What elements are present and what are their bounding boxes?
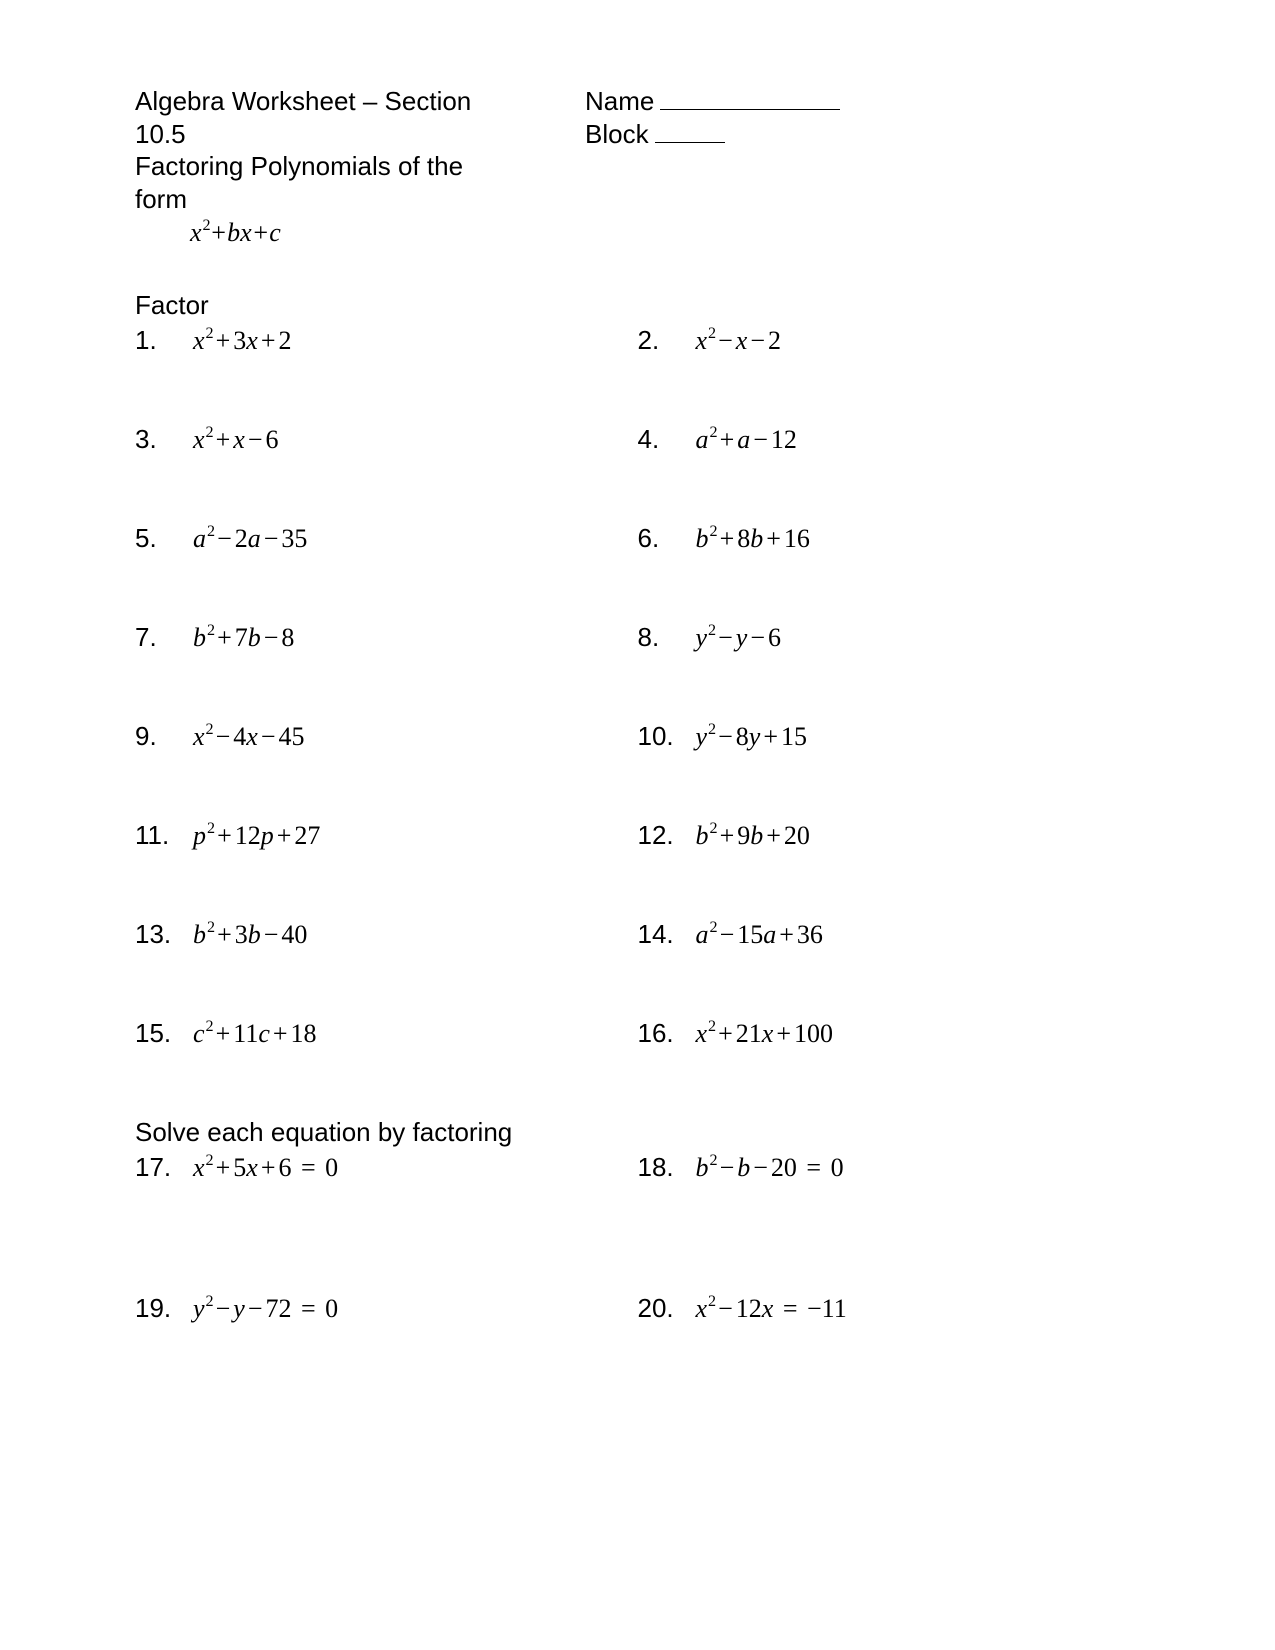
problem: 15.c2+11c+18 xyxy=(135,1018,638,1049)
problem-number: 1. xyxy=(135,325,193,356)
name-field: Name xyxy=(585,85,1140,118)
problem-number: 16. xyxy=(638,1018,696,1049)
problem-number: 7. xyxy=(135,622,193,653)
problem-expression: x2−12x = −11 xyxy=(696,1294,847,1324)
problem-expression: b2+7b−8 xyxy=(193,623,294,653)
problem-number: 14. xyxy=(638,919,696,950)
name-block: Name Block xyxy=(585,85,1140,250)
section-2-problems: 17.x2+5x+6 = 018.b2−b−20 = 019.y2−y−72 =… xyxy=(135,1152,1140,1324)
problem: 16.x2+21x+100 xyxy=(638,1018,1141,1049)
problem-expression: b2−b−20 = 0 xyxy=(696,1153,844,1183)
problem-number: 15. xyxy=(135,1018,193,1049)
problem: 11.p2+12p+27 xyxy=(135,820,638,851)
problem-number: 11. xyxy=(135,820,193,851)
problem: 10.y2−8y+15 xyxy=(638,721,1141,752)
section-2-heading: Solve each equation by factoring xyxy=(135,1117,1140,1148)
problem: 6.b2+8b+16 xyxy=(638,523,1141,554)
block-field: Block xyxy=(585,118,1140,151)
problem: 4.a2+a−12 xyxy=(638,424,1141,455)
problem-expression: x2+5x+6 = 0 xyxy=(193,1153,338,1183)
problem: 8.y2−y−6 xyxy=(638,622,1141,653)
problem-expression: p2+12p+27 xyxy=(193,821,320,851)
problem-expression: b2+3b−40 xyxy=(193,920,307,950)
problem-number: 5. xyxy=(135,523,193,554)
title-line-2: Factoring Polynomials of the form xyxy=(135,150,515,215)
problem: 13.b2+3b−40 xyxy=(135,919,638,950)
title-block: Algebra Worksheet – Section 10.5 Factori… xyxy=(135,85,515,250)
problem-number: 6. xyxy=(638,523,696,554)
problem-expression: x2−x−2 xyxy=(696,326,782,356)
problem-number: 17. xyxy=(135,1152,193,1183)
problem: 20.x2−12x = −11 xyxy=(638,1293,1141,1324)
problem: 12.b2+9b+20 xyxy=(638,820,1141,851)
block-blank[interactable] xyxy=(655,142,725,143)
problem-expression: y2−8y+15 xyxy=(696,722,808,752)
problem-expression: b2+9b+20 xyxy=(696,821,810,851)
section-1-heading: Factor xyxy=(135,290,1140,321)
problem-expression: y2−y−6 xyxy=(696,623,782,653)
name-blank[interactable] xyxy=(660,109,840,110)
problem-expression: a2−15a+36 xyxy=(696,920,823,950)
problem: 18.b2−b−20 = 0 xyxy=(638,1152,1141,1183)
problem: 1.x2+3x+2 xyxy=(135,325,638,356)
problem-number: 12. xyxy=(638,820,696,851)
problem: 14.a2−15a+36 xyxy=(638,919,1141,950)
problem-number: 20. xyxy=(638,1293,696,1324)
title-line-1: Algebra Worksheet – Section 10.5 xyxy=(135,85,515,150)
problem-expression: x2+x−6 xyxy=(193,425,279,455)
problem: 19.y2−y−72 = 0 xyxy=(135,1293,638,1324)
problem-number: 2. xyxy=(638,325,696,356)
problem-number: 4. xyxy=(638,424,696,455)
problem-number: 3. xyxy=(135,424,193,455)
problem-expression: x2−4x−45 xyxy=(193,722,305,752)
problem-expression: c2+11c+18 xyxy=(193,1019,317,1049)
problem-expression: a2+a−12 xyxy=(696,425,797,455)
section-1-problems: 1.x2+3x+22.x2−x−23.x2+x−64.a2+a−125.a2−2… xyxy=(135,325,1140,1049)
problem: 3.x2+x−6 xyxy=(135,424,638,455)
problem-number: 10. xyxy=(638,721,696,752)
problem-expression: y2−y−72 = 0 xyxy=(193,1294,338,1324)
problem-expression: x2+21x+100 xyxy=(696,1019,834,1049)
problem: 9.x2−4x−45 xyxy=(135,721,638,752)
problem-expression: x2+3x+2 xyxy=(193,326,292,356)
problem: 17.x2+5x+6 = 0 xyxy=(135,1152,638,1183)
problem: 2.x2−x−2 xyxy=(638,325,1141,356)
problem: 7.b2+7b−8 xyxy=(135,622,638,653)
problem-number: 9. xyxy=(135,721,193,752)
title-formula: x2+bx+c xyxy=(135,217,515,250)
problem-number: 19. xyxy=(135,1293,193,1324)
problem-expression: a2−2a−35 xyxy=(193,524,307,554)
problem-number: 18. xyxy=(638,1152,696,1183)
problem-expression: b2+8b+16 xyxy=(696,524,810,554)
problem-number: 8. xyxy=(638,622,696,653)
problem: 5.a2−2a−35 xyxy=(135,523,638,554)
problem-number: 13. xyxy=(135,919,193,950)
worksheet-header: Algebra Worksheet – Section 10.5 Factori… xyxy=(135,85,1140,250)
